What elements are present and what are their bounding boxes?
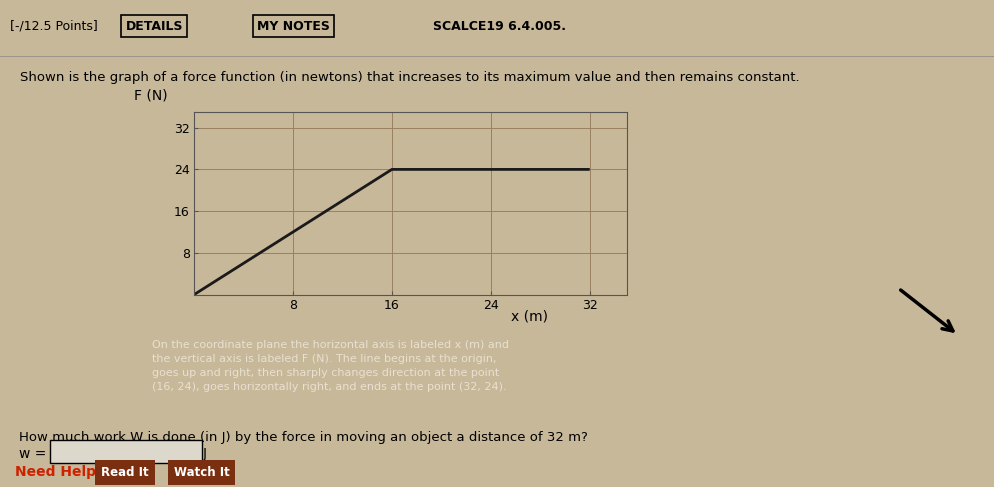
Text: [-/12.5 Points]: [-/12.5 Points] bbox=[10, 20, 97, 33]
Text: w =: w = bbox=[19, 448, 47, 461]
FancyBboxPatch shape bbox=[50, 440, 202, 463]
Y-axis label: F (N): F (N) bbox=[134, 89, 167, 103]
Text: Need Help?: Need Help? bbox=[16, 466, 104, 479]
Text: Read It: Read It bbox=[101, 466, 148, 479]
Text: x (m): x (m) bbox=[511, 309, 548, 323]
Text: Shown is the graph of a force function (in newtons) that increases to its maximu: Shown is the graph of a force function (… bbox=[20, 72, 798, 84]
Text: SCALCE19 6.4.005.: SCALCE19 6.4.005. bbox=[432, 20, 566, 33]
Text: On the coordinate plane the horizontal axis is labeled x (m) and
the vertical ax: On the coordinate plane the horizontal a… bbox=[151, 340, 508, 393]
Text: J: J bbox=[203, 448, 207, 461]
Text: MY NOTES: MY NOTES bbox=[256, 20, 330, 33]
Text: Watch It: Watch It bbox=[173, 466, 230, 479]
Text: How much work W is done (in J) by the force in moving an object a distance of 32: How much work W is done (in J) by the fo… bbox=[19, 431, 587, 444]
Text: DETAILS: DETAILS bbox=[125, 20, 183, 33]
